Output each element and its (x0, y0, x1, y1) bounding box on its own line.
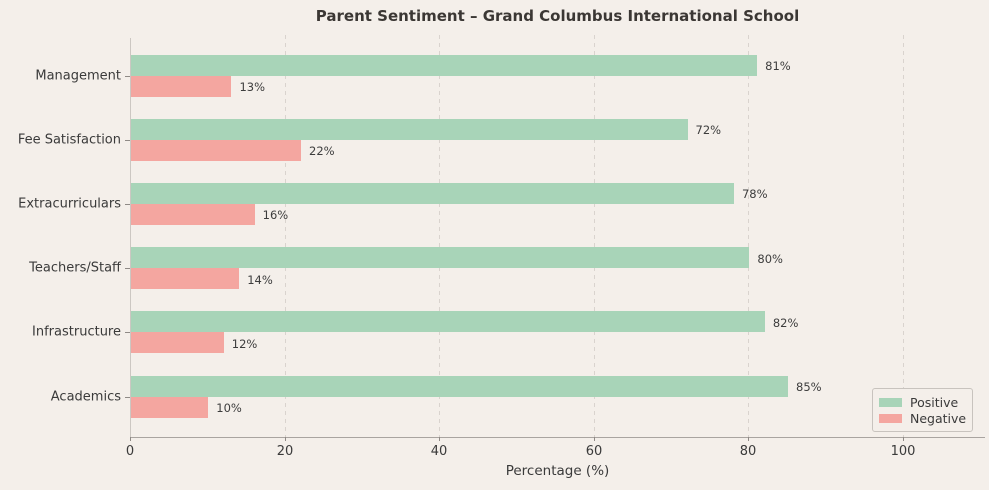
legend-swatch-positive (879, 397, 902, 407)
gridline-20 (285, 35, 286, 437)
legend: Positive Negative (872, 388, 973, 432)
bar-value-label: 14% (247, 272, 273, 287)
y-tick-label: Management (35, 68, 121, 83)
x-tick-label-0: 0 (125, 444, 135, 459)
bar-positive (131, 311, 765, 333)
x-tick-label-20: 20 (276, 444, 294, 459)
legend-swatch-negative (879, 413, 902, 423)
gridline-60 (594, 35, 595, 437)
legend-label: Negative (910, 410, 967, 426)
y-tick-label: Teachers/Staff (29, 260, 121, 276)
y-tick-mark (125, 76, 130, 77)
legend-item-positive: Positive (879, 394, 964, 410)
legend-label: Positive (910, 394, 959, 410)
y-tick-mark (125, 397, 130, 398)
bar-value-label: 16% (262, 208, 289, 223)
bar-negative (131, 75, 232, 97)
bar-value-label: 22% (309, 144, 335, 159)
bar-positive (131, 182, 734, 204)
legend-item-negative: Negative (879, 410, 967, 426)
bar-value-label: 82% (772, 315, 799, 330)
y-tick-label: Infrastructure (32, 324, 121, 340)
bar-value-label: 12% (231, 336, 258, 351)
y-tick-label: Extracurriculars (18, 196, 121, 212)
bar-value-label: 10% (216, 401, 242, 415)
bar-value-label: 85% (796, 380, 822, 394)
x-tick-label-80: 80 (739, 444, 757, 459)
gridline-100 (903, 35, 904, 437)
bar-negative (131, 268, 240, 290)
bar-value-label: 13% (239, 80, 266, 94)
bar-value-label: 78% (741, 187, 768, 202)
y-tick-mark (125, 332, 130, 333)
bar-positive (131, 54, 758, 76)
bar-positive (131, 247, 750, 269)
bar-positive (131, 118, 688, 140)
y-tick-mark (125, 204, 130, 205)
bar-positive (131, 375, 789, 397)
y-tick-label: Fee Satisfaction (17, 132, 121, 148)
y-axis-spine (130, 38, 131, 437)
bar-negative (131, 396, 209, 418)
x-tick-mark-20 (285, 437, 286, 441)
y-tick-mark (125, 268, 130, 269)
x-axis-label: Percentage (%) (505, 463, 610, 479)
x-tick-label-100: 100 (890, 444, 916, 459)
y-tick-label: Academics (50, 389, 121, 404)
bar-value-label: 72% (695, 123, 722, 138)
bar-negative (131, 139, 302, 161)
bar-value-label: 81% (765, 59, 791, 73)
bar-negative (131, 203, 255, 225)
y-tick-mark (125, 140, 130, 141)
bar-negative (131, 332, 224, 354)
x-tick-mark-60 (594, 437, 595, 441)
x-tick-mark-0 (130, 437, 131, 441)
chart-title: Parent Sentiment – Grand Columbus Intern… (315, 7, 800, 25)
x-tick-mark-40 (439, 437, 440, 441)
gridline-40 (439, 35, 440, 437)
x-tick-label-60: 60 (585, 444, 603, 459)
x-tick-mark-100 (903, 437, 904, 441)
x-tick-mark-80 (748, 437, 749, 441)
gridline-80 (748, 35, 749, 437)
x-axis-spine (130, 437, 985, 438)
bar-value-label: 80% (757, 251, 783, 266)
x-tick-label-40: 40 (430, 444, 448, 459)
